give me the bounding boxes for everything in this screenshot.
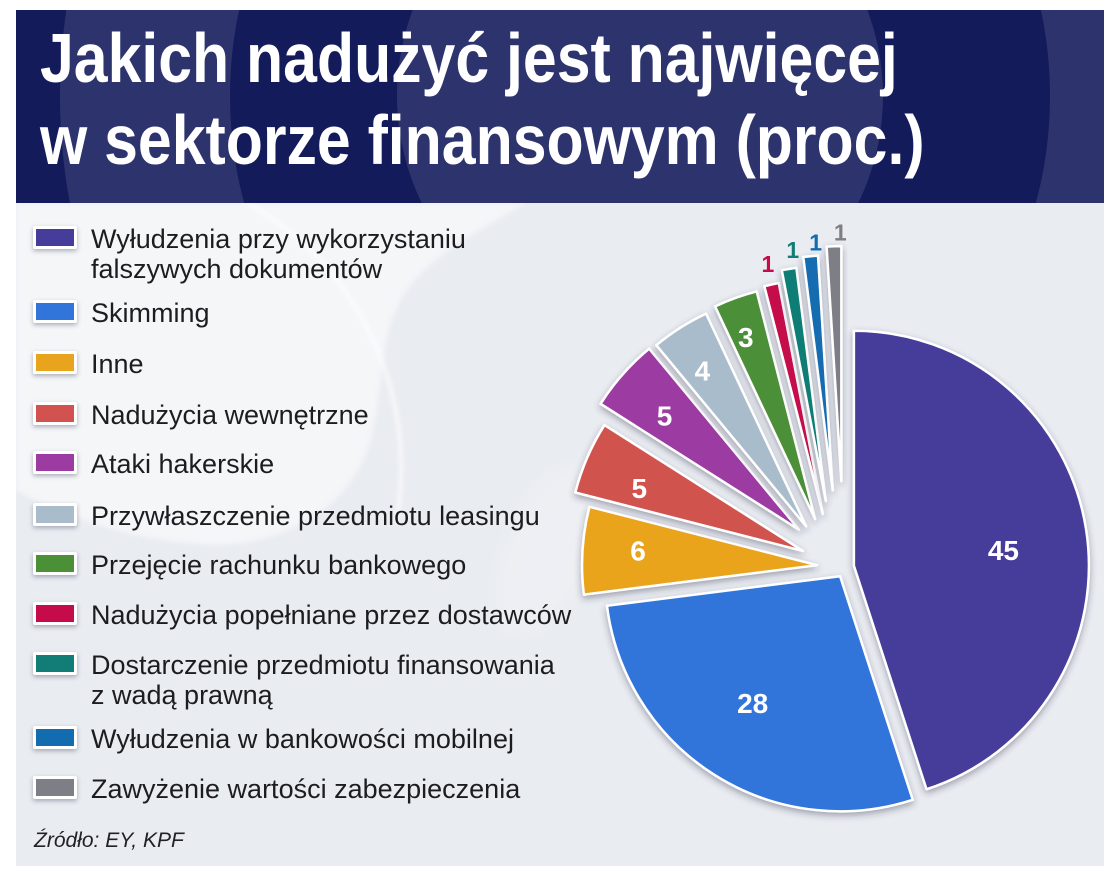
watermark-arc-line <box>244 203 403 524</box>
legend-swatch <box>33 726 77 749</box>
legend-swatch <box>33 226 77 249</box>
legend-swatch <box>33 451 77 474</box>
legend-swatch <box>33 552 77 575</box>
legend-item: Skimming <box>33 297 210 328</box>
title-line-1: Jakich nadużyć jest najwięcej <box>40 19 898 97</box>
legend-item: Wyłudzenia w bankowości mobilnej <box>33 723 514 754</box>
legend-item: Przejęcie rachunku bankowego <box>33 549 467 580</box>
source-note: Źródło: EY, KPF <box>34 829 184 852</box>
legend-swatch <box>33 602 77 625</box>
title-line-2: w sektorze finansowym (proc.) <box>40 101 925 179</box>
legend-label: Inne <box>91 348 144 379</box>
header-watermark-ring <box>60 10 1104 203</box>
legend-label: Dostarczenie przedmiotu finansowania z wa… <box>91 649 555 710</box>
legend-swatch <box>33 300 77 323</box>
legend-swatch <box>33 776 77 799</box>
header-watermark <box>60 10 1104 203</box>
legend-label: Nadużycia popełniane przez dostawców <box>91 599 572 630</box>
legend-item: Przywłaszczenie przedmiotu leasingu <box>33 500 540 531</box>
legend-item: Inne <box>33 348 144 379</box>
legend-label: Wyłudzenia przy wykorzystaniu falszywych … <box>91 223 466 284</box>
legend-label: Skimming <box>91 297 210 328</box>
header-band: Jakich nadużyć jest najwięcej w sektorze… <box>16 10 1104 203</box>
watermark-blob <box>16 203 526 545</box>
legend-item: Wyłudzenia przy wykorzystaniu falszywych … <box>33 223 466 284</box>
legend-swatch <box>33 652 77 675</box>
poster-frame: Jakich nadużyć jest najwięcej w sektorze… <box>16 10 1104 866</box>
legend-label: Nadużycia wewnętrzne <box>91 399 369 430</box>
legend-swatch <box>33 351 77 374</box>
legend-item: Nadużycia popełniane przez dostawców <box>33 599 572 630</box>
legend-item: Dostarczenie przedmiotu finansowania z wa… <box>33 649 555 710</box>
legend-swatch <box>33 503 77 526</box>
legend-item: Zawyżenie wartości zabezpieczenia <box>33 773 521 804</box>
legend-label: Przejęcie rachunku bankowego <box>91 549 467 580</box>
page-title: Jakich nadużyć jest najwięcej w sektorze… <box>40 17 925 181</box>
chart-area: Wyłudzenia przy wykorzystaniu falszywych … <box>16 203 1104 866</box>
legend-label: Ataki hakerskie <box>91 448 275 479</box>
legend-label: Przywłaszczenie przedmiotu leasingu <box>91 500 540 531</box>
legend-item: Nadużycia wewnętrzne <box>33 399 369 430</box>
legend-label: Zawyżenie wartości zabezpieczenia <box>91 773 521 804</box>
legend-swatch <box>33 402 77 425</box>
legend: Wyłudzenia przy wykorzystaniu falszywych … <box>16 203 1104 866</box>
legend-item: Ataki hakerskie <box>33 448 275 479</box>
header-watermark-disc <box>397 10 883 203</box>
legend-label: Wyłudzenia w bankowości mobilnej <box>91 723 514 754</box>
